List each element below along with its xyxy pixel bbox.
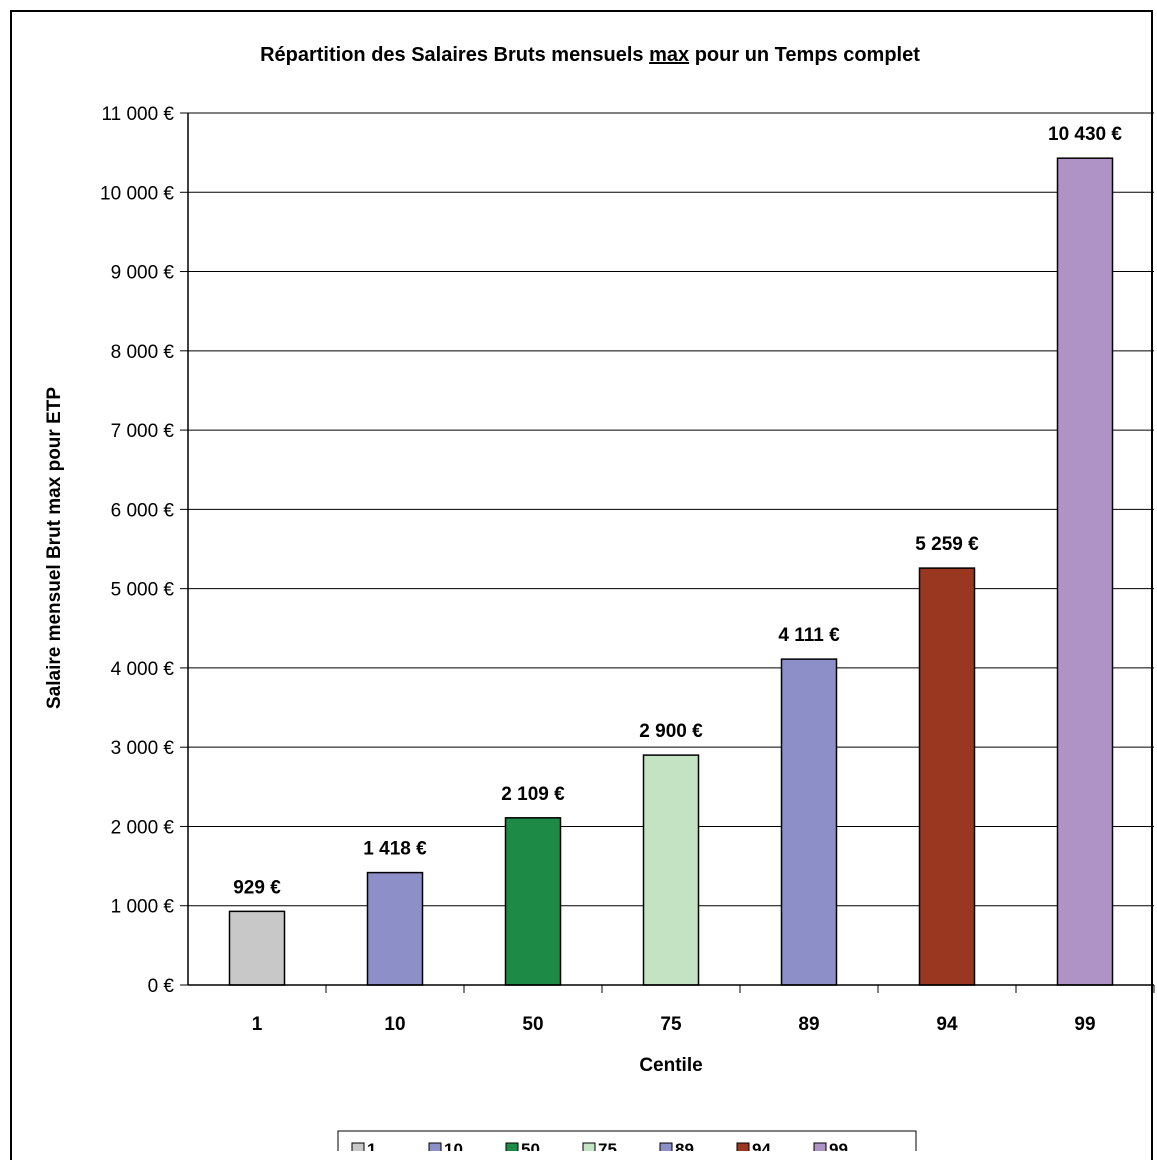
legend: 1 10 50 75 89 94 99: [337, 1130, 917, 1151]
x-tick-label: 75: [660, 1014, 682, 1035]
data-label: 5 259 €: [915, 534, 979, 555]
y-tick-label: 5 000 €: [111, 580, 175, 601]
x-tick-label: 50: [522, 1014, 543, 1035]
axes: [180, 112, 1155, 993]
data-label: 929 €: [233, 877, 281, 898]
y-tick-label: 11 000 €: [101, 104, 174, 125]
x-tick-labels: 1 10 50 75 89 94 99: [252, 1014, 1096, 1035]
chart-title: Répartition des Salaires Bruts mensuels …: [260, 44, 920, 66]
legend-label: 75: [598, 1140, 617, 1151]
y-tick-label: 1 000 €: [111, 897, 175, 918]
data-label: 10 430 €: [1048, 124, 1122, 145]
bar: [366, 871, 424, 986]
legend-label: 10: [444, 1140, 463, 1151]
bar: [504, 817, 562, 986]
y-tick-labels: 0 € 1 000 € 2 000 € 3 000 € 4 000 € 5 000 € 6 …: [100, 104, 174, 997]
bar: [1056, 157, 1114, 986]
data-label: 2 900 €: [639, 721, 703, 742]
x-tick-label: 89: [798, 1014, 819, 1035]
legend-swatch: [813, 1142, 827, 1151]
chart-title-part: pour un Temps complet: [689, 44, 920, 66]
data-label: 2 109 €: [501, 784, 565, 805]
legend-box: [337, 1130, 917, 1151]
bar: [780, 658, 838, 986]
x-tick-label: 10: [384, 1014, 405, 1035]
y-tick-label: 6 000 €: [111, 500, 175, 521]
y-tick-label: 2 000 €: [111, 817, 175, 838]
legend-label: 89: [675, 1140, 694, 1151]
y-tick-label: 8 000 €: [111, 342, 175, 363]
legend-swatch: [659, 1142, 673, 1151]
chart-title-part: Répartition des Salaires Bruts mensuels: [260, 44, 649, 66]
legend-swatch: [351, 1142, 365, 1151]
data-labels: 929 € 1 418 € 2 109 € 2 900 € 4 111 € 5 259 €…: [233, 124, 1122, 898]
y-axis-label: Salaire mensuel Brut max pour ETP: [44, 387, 65, 709]
y-tick-label: 10 000 €: [100, 183, 174, 204]
legend-label: 99: [829, 1140, 848, 1151]
bar: [642, 754, 700, 986]
legend-swatch: [582, 1142, 596, 1151]
y-tick-label: 7 000 €: [111, 421, 175, 442]
y-tick-label: 0 €: [148, 976, 175, 997]
legend-swatch: [736, 1142, 750, 1151]
legend-swatch: [428, 1142, 442, 1151]
chart-title-underlined: max: [649, 44, 689, 66]
y-tick-label: 4 000 €: [111, 659, 175, 680]
data-label: 1 418 €: [363, 839, 427, 860]
x-tick-label: 94: [936, 1014, 958, 1035]
legend-swatch: [505, 1142, 519, 1151]
x-axis-label: Centile: [639, 1055, 702, 1076]
data-label: 4 111 €: [778, 625, 840, 646]
y-tick-label: 3 000 €: [111, 738, 175, 759]
bars: [228, 157, 1114, 986]
bar: [228, 910, 286, 986]
x-tick-label: 99: [1074, 1014, 1095, 1035]
bar: [918, 567, 976, 986]
legend-label: 50: [521, 1140, 540, 1151]
legend-label: 94: [752, 1140, 771, 1151]
legend-label: 1: [367, 1140, 376, 1151]
x-tick-label: 1: [252, 1014, 263, 1035]
y-tick-label: 9 000 €: [111, 263, 175, 284]
